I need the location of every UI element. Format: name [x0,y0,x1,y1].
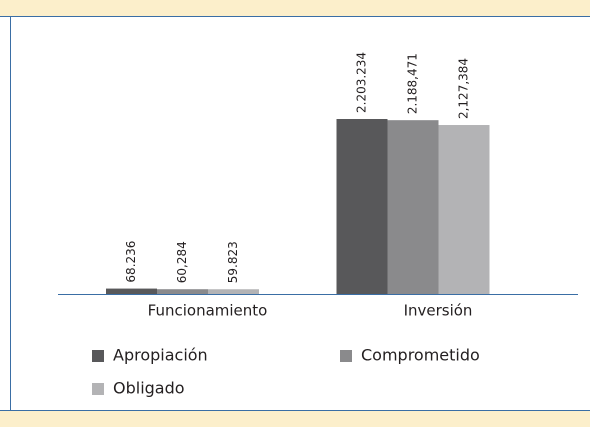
bar [208,289,259,294]
bar [106,288,157,294]
bar [336,119,388,294]
bar [157,289,208,294]
legend-swatch [92,350,104,362]
value-label: 60,284 [175,241,189,283]
legend-label: Comprometido [361,346,480,365]
legend-label: Apropiación [113,346,208,365]
bar [387,120,439,294]
x-tick-label: Funcionamiento [148,302,268,320]
top-band [0,0,590,16]
value-label: 2.203.234 [355,52,369,113]
value-label: 59.823 [226,241,240,283]
legend-swatch [92,383,104,395]
bar [438,125,490,295]
value-label: 2.188,471 [406,53,420,114]
value-label: 68.236 [124,241,138,283]
legend-label: Obligado [113,379,185,398]
value-label: 2,127,384 [457,58,471,119]
x-tick-label: Inversión [404,302,473,320]
bottom-band [0,410,590,427]
legend-swatch [340,350,352,362]
